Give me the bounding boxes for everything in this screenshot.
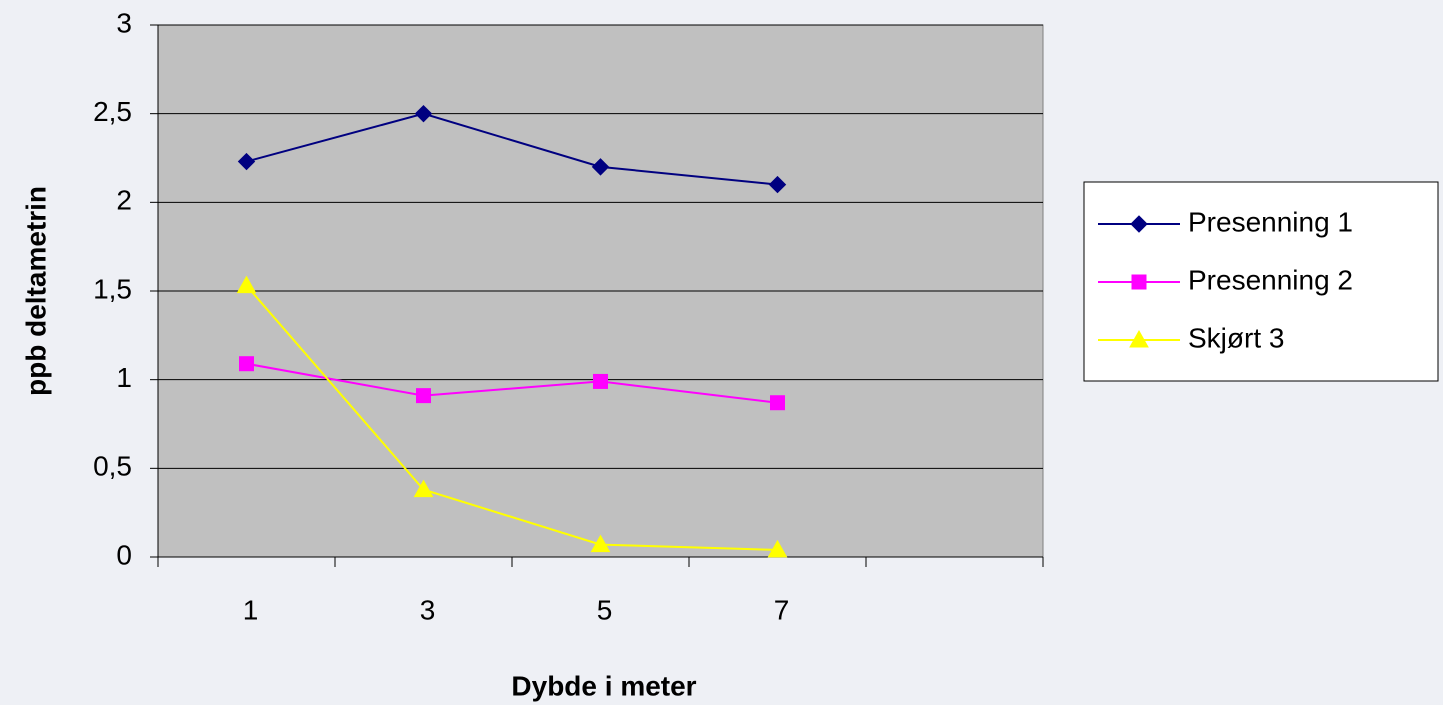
marker — [767, 539, 788, 558]
y-tick-label: 2,5 — [93, 96, 132, 127]
marker — [236, 275, 257, 294]
marker — [590, 534, 611, 553]
marker — [593, 373, 608, 389]
x-tick-label: 7 — [774, 594, 790, 625]
series-line — [245, 285, 778, 551]
legend-marker — [1131, 274, 1147, 290]
y-tick-label: 1 — [116, 362, 132, 393]
legend-label: Presenning 2 — [1188, 264, 1353, 295]
marker — [768, 175, 787, 194]
y-tick-label: 2 — [116, 185, 132, 216]
x-tick-label: 1 — [243, 594, 259, 625]
legend-marker — [1129, 329, 1149, 348]
marker — [413, 479, 434, 498]
y-tick-label: 3 — [116, 7, 132, 38]
series-line — [246, 362, 778, 404]
x-tick-label: 3 — [420, 594, 436, 625]
marker — [416, 388, 431, 404]
marker — [239, 356, 254, 372]
legend-marker — [1130, 215, 1148, 233]
marker — [237, 152, 256, 171]
y-tick-label: 1,5 — [93, 273, 132, 304]
x-tick-label: 5 — [597, 594, 613, 625]
marker — [591, 158, 610, 176]
legend-label: Presenning 1 — [1188, 206, 1353, 237]
series-line — [246, 112, 778, 186]
legend-label: Skjørt 3 — [1188, 322, 1284, 353]
y-axis-title: ppb deltametrin — [20, 186, 51, 396]
x-axis-title: Dybde i meter — [511, 670, 696, 701]
marker — [770, 395, 785, 411]
y-tick-label: 0 — [116, 539, 132, 570]
marker — [414, 104, 433, 123]
y-tick-label: 0,5 — [93, 451, 132, 482]
